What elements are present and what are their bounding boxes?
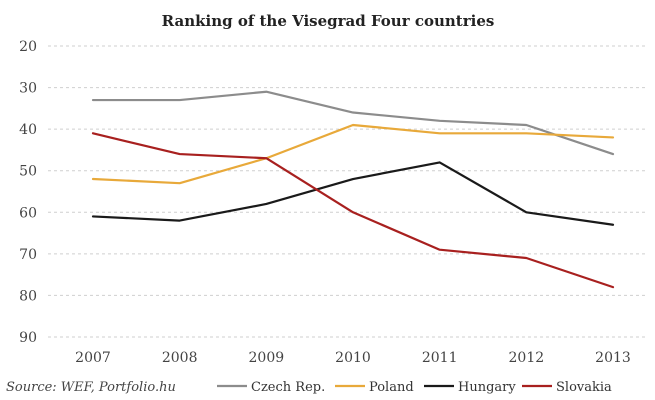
gridlines — [48, 45, 645, 338]
y-tick-label: 90 — [19, 330, 37, 346]
series-line-slovakia — [91, 132, 615, 289]
x-tick-label: 2009 — [249, 350, 285, 366]
chart-title: Ranking of the Visegrad Four countries — [162, 12, 495, 30]
y-tick-label: 80 — [19, 288, 37, 304]
x-tick-label: 2013 — [595, 350, 631, 366]
legend: Czech Rep. Poland Hungary Slovakia — [217, 380, 612, 395]
series-line-poland — [91, 123, 615, 185]
legend-label: Hungary — [458, 380, 516, 395]
source-note: Source: WEF, Portfolio.hu — [6, 380, 176, 395]
legend-label: Poland — [369, 380, 414, 395]
x-tick-label: 2010 — [335, 350, 371, 366]
x-tick-label: 2012 — [509, 350, 545, 366]
y-tick-label: 60 — [19, 205, 37, 221]
y-axis-ticks: 20 30 40 50 60 70 80 90 — [19, 39, 37, 346]
series-line-hungary — [91, 161, 615, 226]
x-tick-label: 2011 — [422, 350, 458, 366]
x-axis-ticks: 2007 2008 2009 2010 2011 2012 2013 — [75, 350, 631, 366]
y-tick-label: 20 — [19, 39, 37, 55]
legend-label: Czech Rep. — [251, 380, 325, 395]
series-line-czech-rep — [91, 90, 615, 156]
x-tick-label: 2007 — [75, 350, 111, 366]
x-tick-label: 2008 — [162, 350, 198, 366]
series-lines — [91, 90, 615, 289]
y-tick-label: 30 — [19, 81, 37, 97]
y-tick-label: 50 — [19, 164, 37, 180]
y-tick-label: 40 — [19, 122, 37, 138]
y-tick-label: 70 — [19, 247, 37, 263]
legend-label: Slovakia — [556, 380, 612, 395]
